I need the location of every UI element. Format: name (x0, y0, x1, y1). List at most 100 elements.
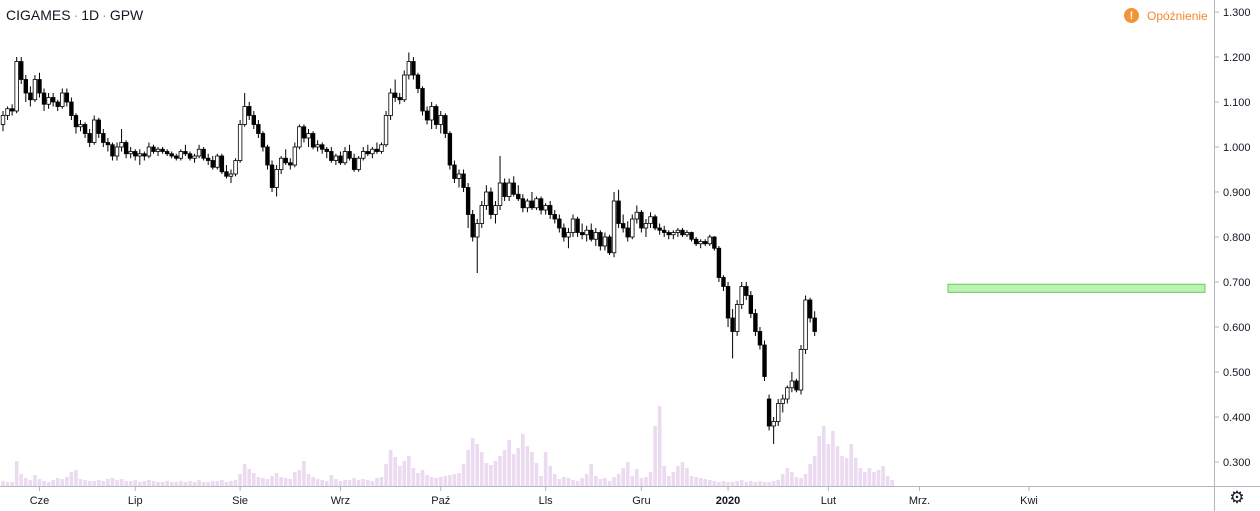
candle (475, 219, 480, 273)
volume-bar (844, 458, 849, 486)
candle (69, 97, 74, 120)
candle-body-down (142, 153, 147, 157)
volume-bar (138, 482, 142, 486)
candle-body-down (411, 61, 416, 76)
volume-bar (393, 457, 397, 486)
candle (484, 185, 489, 210)
candle-body-up (196, 148, 202, 157)
candle (228, 169, 234, 183)
volume-bar (635, 469, 639, 486)
time-tick-label: Sie (232, 495, 248, 507)
volume-bar (799, 478, 803, 486)
volume-bar (242, 464, 247, 486)
interval-label[interactable]: 1D (81, 7, 100, 23)
candle (662, 225, 667, 237)
candle (324, 147, 329, 159)
candle-body-up (525, 200, 530, 209)
candle (123, 140, 129, 159)
volume-bar (210, 481, 215, 486)
volume-bar (1, 481, 5, 486)
candle-body-down (529, 200, 535, 209)
candle (611, 192, 617, 258)
candle (247, 102, 252, 120)
candle (37, 72, 42, 98)
candle-body-down (652, 216, 658, 229)
candle (424, 106, 430, 125)
volume-bar (708, 480, 712, 486)
delay-status[interactable]: ! Opóźnienie (1124, 8, 1208, 23)
candle (210, 156, 215, 170)
candle-body-up (734, 304, 740, 332)
candle (671, 230, 676, 240)
price-tick-label: 0.400 (1223, 412, 1251, 424)
candle (794, 378, 799, 393)
candle (693, 237, 699, 246)
candle (506, 178, 512, 201)
candle (269, 160, 275, 192)
candle-body-down (23, 79, 28, 94)
volume-bar (630, 476, 635, 486)
candle-body-down (87, 133, 92, 143)
volume-bar (169, 482, 174, 486)
time-tick-label: Lls (539, 495, 554, 507)
candle-body-up (506, 182, 512, 197)
candle (625, 221, 630, 242)
volume-bar (375, 478, 379, 486)
candle-body-up (484, 191, 489, 206)
candle (739, 282, 744, 309)
candle-body-down (169, 153, 174, 157)
volume-bar (220, 480, 224, 486)
symbol-name[interactable]: CIGAMES (6, 7, 71, 23)
candle (192, 153, 197, 163)
candle (146, 142, 152, 159)
candle-body-up (456, 173, 462, 179)
volume-bar (183, 482, 188, 486)
candle-body-down (96, 119, 101, 134)
volume-bar (717, 482, 721, 486)
volume-bar (858, 468, 863, 486)
candle-body-down (561, 227, 567, 238)
volume-bar (493, 461, 498, 486)
candle-body-down (251, 115, 256, 125)
exchange-label: GPW (109, 7, 144, 23)
candle-body-down (183, 151, 188, 155)
volume-bar (584, 474, 589, 486)
candle-body-up (388, 92, 393, 116)
volume-bar (808, 464, 812, 486)
candle-body-down (73, 115, 79, 128)
volume-bar (229, 481, 233, 486)
candle-body-down (502, 182, 507, 197)
price-tick-label: 0.300 (1223, 457, 1251, 469)
candle (725, 282, 731, 327)
candle (502, 178, 507, 201)
volume-bar (470, 438, 475, 486)
candle (548, 201, 553, 219)
candle-body-down (55, 101, 60, 107)
header-separator: · (102, 7, 107, 23)
gear-icon[interactable]: ⚙ (1229, 488, 1245, 508)
volume-bar (516, 448, 521, 486)
volume-bar (685, 468, 689, 486)
candle-body-down (703, 241, 708, 245)
candle (516, 185, 521, 201)
candle (616, 189, 621, 228)
volume-bar (133, 480, 138, 486)
candle-body-down (461, 173, 466, 188)
candle-body-down (757, 331, 763, 346)
candle (721, 275, 726, 291)
volume-bar (201, 482, 206, 486)
candle (46, 93, 51, 109)
candle (274, 165, 279, 197)
candle-body-up (60, 92, 65, 107)
candle (338, 151, 343, 165)
candle (233, 158, 238, 177)
candle-body-down (187, 153, 193, 159)
candle (0, 111, 6, 132)
header-separator: · (73, 7, 79, 23)
candle-body-down (447, 133, 453, 166)
candle (566, 228, 571, 249)
volume-bar (425, 475, 429, 486)
candle (288, 158, 293, 170)
candle-body-down (575, 218, 580, 233)
